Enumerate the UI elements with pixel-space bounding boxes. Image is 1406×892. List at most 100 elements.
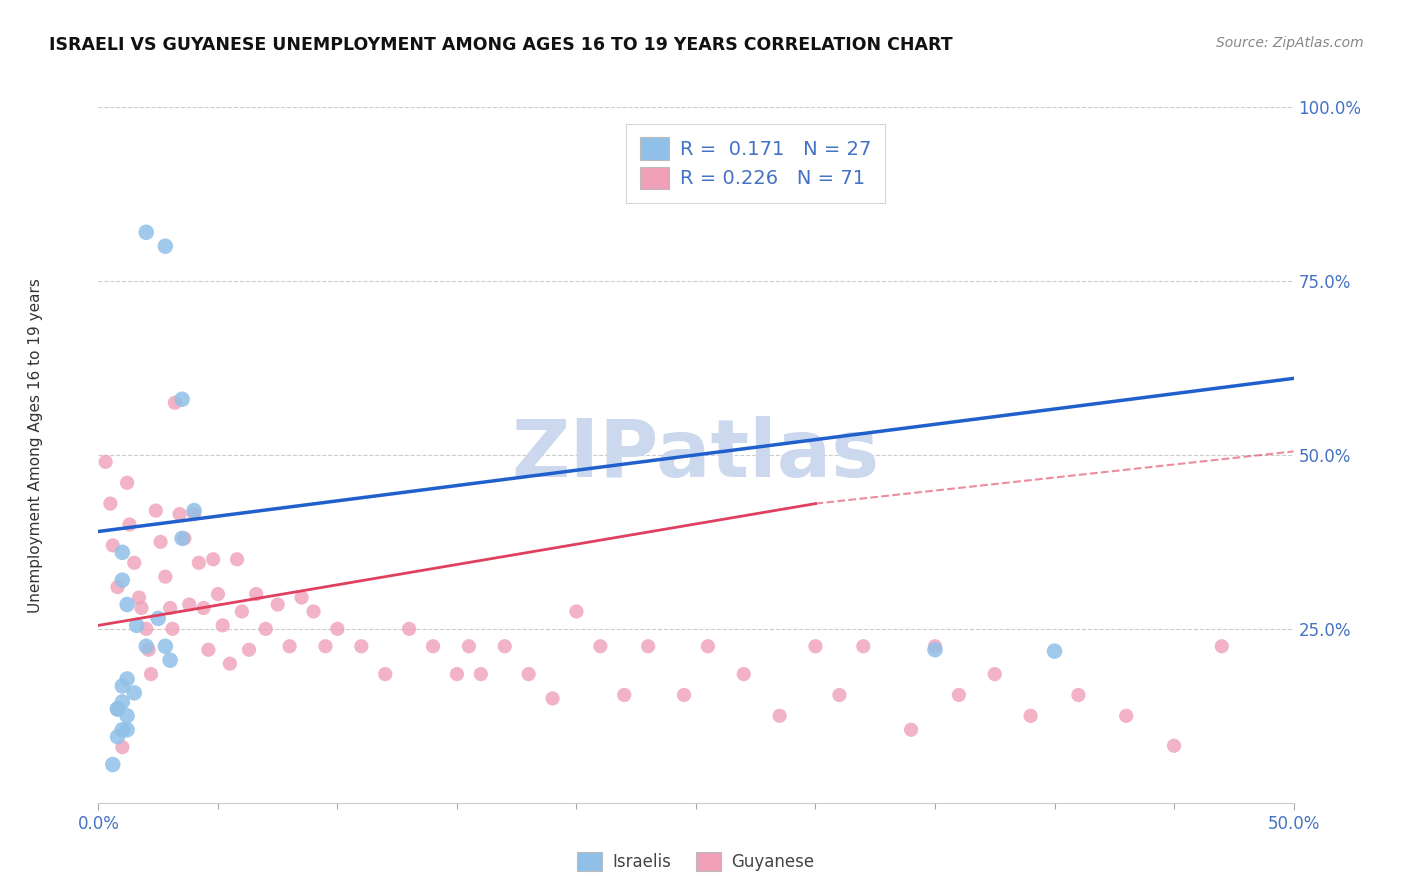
Point xyxy=(115,475,138,490)
Point xyxy=(852,639,875,653)
Text: ISRAELI VS GUYANESE UNEMPLOYMENT AMONG AGES 16 TO 19 YEARS CORRELATION CHART: ISRAELI VS GUYANESE UNEMPLOYMENT AMONG A… xyxy=(49,36,953,54)
Text: Unemployment Among Ages 16 to 19 years: Unemployment Among Ages 16 to 19 years xyxy=(28,278,42,614)
Point xyxy=(94,455,117,469)
Point xyxy=(983,667,1005,681)
Point xyxy=(115,598,138,612)
Point xyxy=(155,570,177,584)
Point xyxy=(1043,644,1066,658)
Point xyxy=(155,639,177,653)
Point xyxy=(254,622,277,636)
Point xyxy=(111,695,134,709)
Point xyxy=(101,757,124,772)
Point xyxy=(517,667,540,681)
Point xyxy=(125,618,148,632)
Point xyxy=(111,679,134,693)
Point xyxy=(148,611,170,625)
Point xyxy=(565,605,588,619)
Point xyxy=(98,497,122,511)
Point xyxy=(138,642,160,657)
Point xyxy=(245,587,267,601)
Point xyxy=(315,639,337,653)
Point xyxy=(900,723,922,737)
Point xyxy=(118,517,141,532)
Point xyxy=(115,672,138,686)
Point xyxy=(172,532,194,546)
Point xyxy=(183,507,205,521)
Point xyxy=(139,667,162,681)
Point xyxy=(458,639,481,653)
Point xyxy=(159,653,181,667)
Legend: Israelis, Guyanese: Israelis, Guyanese xyxy=(571,846,821,878)
Point xyxy=(124,686,146,700)
Point xyxy=(187,556,209,570)
Point xyxy=(1211,639,1233,653)
Point xyxy=(193,601,215,615)
Point xyxy=(107,702,129,716)
Point xyxy=(135,639,157,653)
Point xyxy=(733,667,755,681)
Point xyxy=(219,657,242,671)
Point xyxy=(172,392,194,407)
Point xyxy=(159,601,181,615)
Point xyxy=(470,667,492,681)
Point xyxy=(163,396,186,410)
Point xyxy=(124,556,146,570)
Point xyxy=(589,639,612,653)
Point xyxy=(111,573,134,587)
Point xyxy=(494,639,516,653)
Text: Source: ZipAtlas.com: Source: ZipAtlas.com xyxy=(1216,36,1364,50)
Point xyxy=(1067,688,1090,702)
Point xyxy=(1115,708,1137,723)
Point xyxy=(145,503,167,517)
Point xyxy=(697,639,720,653)
Point xyxy=(115,708,138,723)
Point xyxy=(231,605,253,619)
Point xyxy=(169,507,191,521)
Point xyxy=(350,639,373,653)
Point xyxy=(446,667,468,681)
Point xyxy=(226,552,249,566)
Point xyxy=(924,642,946,657)
Point xyxy=(637,639,659,653)
Text: ZIPatlas: ZIPatlas xyxy=(512,416,880,494)
Point xyxy=(179,598,201,612)
Point xyxy=(115,723,138,737)
Point xyxy=(948,688,970,702)
Point xyxy=(107,702,129,716)
Point xyxy=(267,598,290,612)
Point xyxy=(1163,739,1185,753)
Point xyxy=(673,688,696,702)
Point xyxy=(107,580,129,594)
Point xyxy=(111,545,134,559)
Point xyxy=(768,708,790,723)
Point xyxy=(398,622,420,636)
Point xyxy=(131,601,153,615)
Point xyxy=(202,552,225,566)
Point xyxy=(804,639,827,653)
Point xyxy=(1019,708,1042,723)
Point xyxy=(101,538,124,552)
Point xyxy=(173,532,195,546)
Point xyxy=(238,642,260,657)
Point xyxy=(183,503,205,517)
Point xyxy=(302,605,325,619)
Point xyxy=(135,225,157,239)
Point xyxy=(111,740,134,755)
Point xyxy=(197,642,219,657)
Point xyxy=(541,691,564,706)
Point xyxy=(613,688,636,702)
Point xyxy=(290,591,312,605)
Point xyxy=(135,622,157,636)
Point xyxy=(207,587,229,601)
Point xyxy=(162,622,184,636)
Point xyxy=(828,688,851,702)
Point xyxy=(278,639,301,653)
Point xyxy=(107,730,129,744)
Point xyxy=(111,723,134,737)
Point xyxy=(374,667,396,681)
Point xyxy=(149,535,172,549)
Point xyxy=(211,618,233,632)
Point xyxy=(422,639,444,653)
Point xyxy=(155,239,177,253)
Point xyxy=(326,622,349,636)
